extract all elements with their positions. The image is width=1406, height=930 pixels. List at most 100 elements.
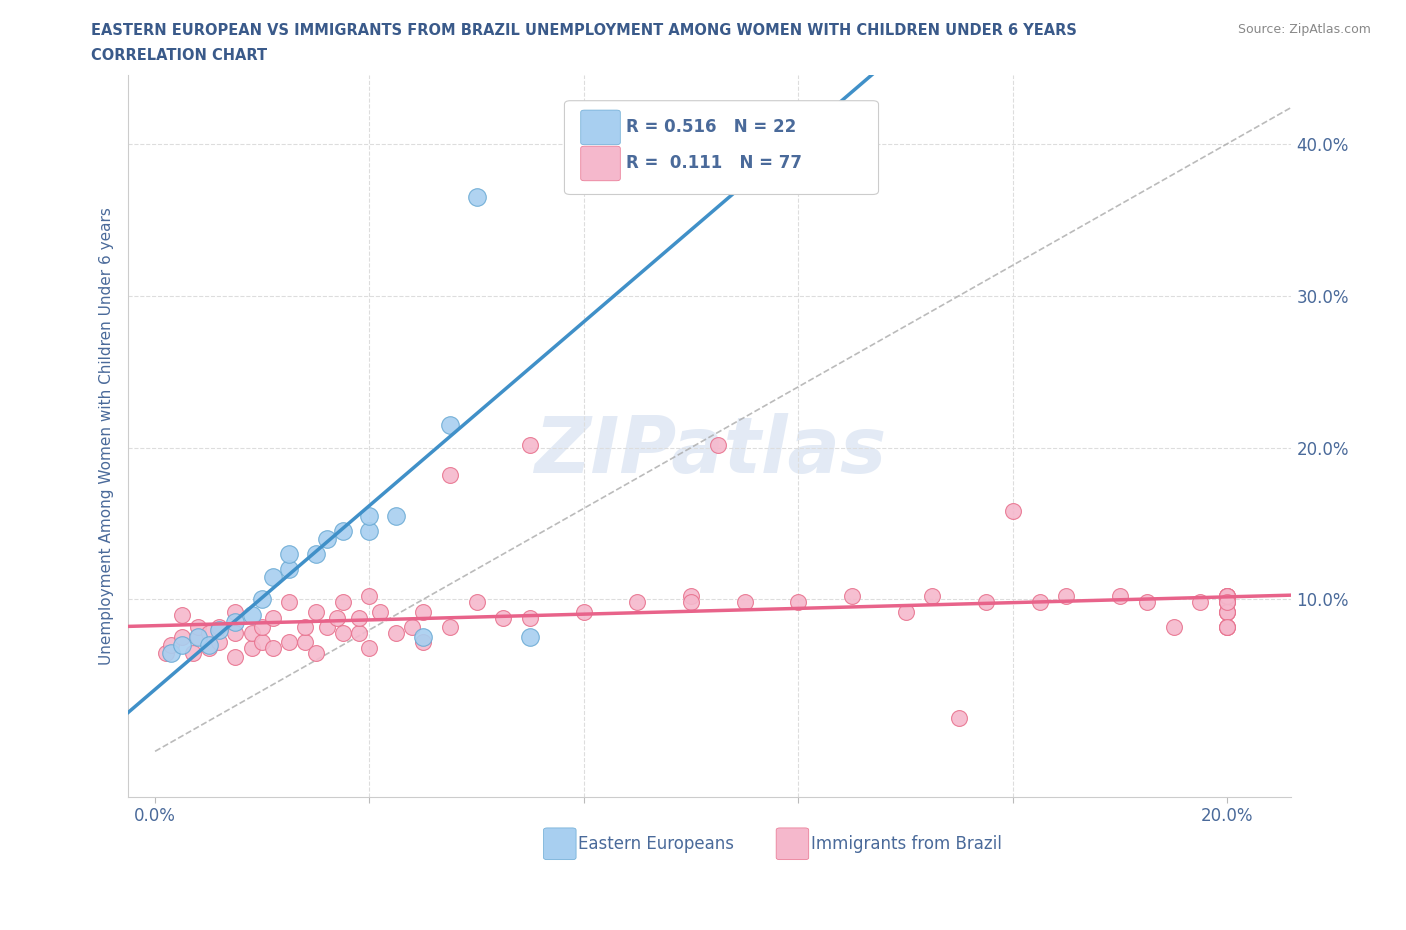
Point — [187, 619, 209, 634]
Point — [1216, 595, 1239, 610]
Text: R = 0.516   N = 22: R = 0.516 N = 22 — [626, 118, 796, 137]
FancyBboxPatch shape — [776, 828, 808, 859]
Point — [208, 619, 231, 634]
Point — [240, 625, 263, 640]
FancyBboxPatch shape — [544, 828, 576, 859]
Point — [1109, 589, 1132, 604]
Point — [572, 113, 595, 128]
Point — [948, 711, 970, 725]
Point — [681, 595, 703, 610]
Point — [294, 619, 316, 634]
Point — [332, 625, 354, 640]
Point — [974, 595, 997, 610]
Point — [305, 645, 328, 660]
Point — [707, 437, 730, 452]
Point — [170, 638, 193, 653]
Point — [170, 630, 193, 644]
Point — [465, 595, 488, 610]
Point — [278, 562, 301, 577]
Point — [1216, 604, 1239, 619]
Point — [1216, 589, 1239, 604]
Point — [465, 190, 488, 205]
Point — [841, 589, 863, 604]
Point — [1216, 619, 1239, 634]
Point — [315, 619, 337, 634]
Y-axis label: Unemployment Among Women with Children Under 6 years: Unemployment Among Women with Children U… — [100, 207, 114, 665]
Point — [439, 468, 461, 483]
Point — [305, 547, 328, 562]
Point — [519, 610, 541, 625]
Text: CORRELATION CHART: CORRELATION CHART — [91, 48, 267, 63]
Point — [385, 625, 408, 640]
Point — [1216, 604, 1239, 619]
Point — [1216, 595, 1239, 610]
Point — [262, 610, 284, 625]
Point — [1216, 589, 1239, 604]
Text: Source: ZipAtlas.com: Source: ZipAtlas.com — [1237, 23, 1371, 36]
FancyBboxPatch shape — [564, 100, 879, 194]
Point — [197, 638, 219, 653]
Point — [359, 509, 381, 524]
Point — [681, 589, 703, 604]
Point — [278, 547, 301, 562]
Point — [359, 589, 381, 604]
FancyBboxPatch shape — [581, 110, 620, 145]
Text: ZIPatlas: ZIPatlas — [534, 413, 886, 488]
Point — [160, 638, 183, 653]
Point — [240, 641, 263, 656]
Point — [224, 650, 246, 665]
Point — [252, 634, 274, 649]
Point — [1216, 619, 1239, 634]
Point — [305, 604, 328, 619]
Point — [412, 634, 434, 649]
Point — [787, 595, 810, 610]
Point — [197, 625, 219, 640]
Point — [262, 569, 284, 584]
Point — [170, 607, 193, 622]
Point — [187, 630, 209, 644]
Point — [492, 610, 515, 625]
Point — [401, 619, 423, 634]
Point — [1163, 619, 1185, 634]
Text: EASTERN EUROPEAN VS IMMIGRANTS FROM BRAZIL UNEMPLOYMENT AMONG WOMEN WITH CHILDRE: EASTERN EUROPEAN VS IMMIGRANTS FROM BRAZ… — [91, 23, 1077, 38]
Point — [224, 615, 246, 630]
FancyBboxPatch shape — [581, 146, 620, 180]
Point — [197, 641, 219, 656]
Point — [1189, 595, 1212, 610]
Point — [439, 418, 461, 432]
Point — [519, 630, 541, 644]
Point — [181, 645, 204, 660]
Point — [208, 634, 231, 649]
Point — [208, 622, 231, 637]
Point — [734, 595, 756, 610]
Point — [439, 619, 461, 634]
Point — [224, 625, 246, 640]
Point — [921, 589, 943, 604]
Point — [894, 604, 917, 619]
Point — [1054, 589, 1077, 604]
Point — [332, 595, 354, 610]
Point — [315, 531, 337, 546]
Point — [278, 634, 301, 649]
Point — [240, 607, 263, 622]
Point — [252, 592, 274, 607]
Point — [1216, 619, 1239, 634]
Point — [626, 595, 648, 610]
Point — [347, 625, 370, 640]
Point — [412, 630, 434, 644]
Point — [385, 509, 408, 524]
Point — [332, 524, 354, 538]
Point — [1136, 595, 1159, 610]
Point — [224, 604, 246, 619]
Point — [155, 645, 177, 660]
Text: Immigrants from Brazil: Immigrants from Brazil — [811, 835, 1002, 853]
Point — [326, 610, 349, 625]
Point — [1216, 589, 1239, 604]
Point — [278, 595, 301, 610]
Point — [160, 645, 183, 660]
Point — [1216, 595, 1239, 610]
Point — [1216, 589, 1239, 604]
Point — [1028, 595, 1050, 610]
Point — [1216, 604, 1239, 619]
Point — [294, 634, 316, 649]
